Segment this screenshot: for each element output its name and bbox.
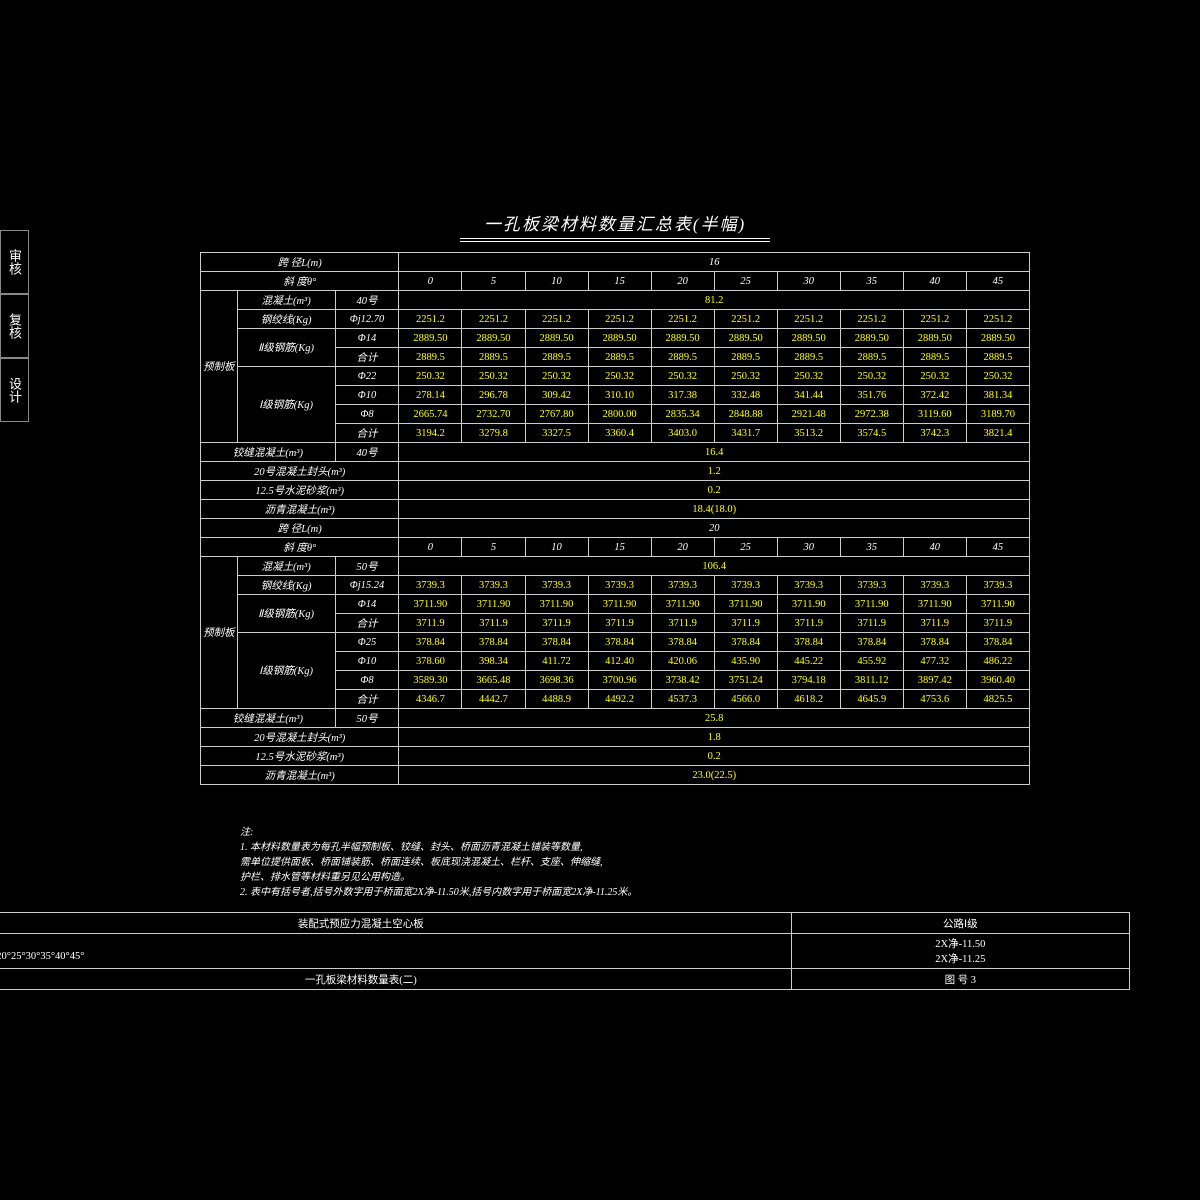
side-tabs: 审核 复核 设计 [0, 230, 29, 422]
notes: 注: 1. 本材料数量表为每孔半幅预制板、铰缝、封头、桥面沥青混凝土铺装等数量,… [240, 825, 1030, 900]
tab-review: 审核 [0, 230, 29, 294]
title: 一孔板梁材料数量汇总表(半幅) [200, 210, 1030, 235]
tab-check: 复核 [0, 294, 29, 358]
title-block: 装配式预应力混凝土空心板公路Ⅰ级 L=16,20mθ=0°5°10°15°20°… [0, 912, 1130, 990]
tab-design: 设计 [0, 358, 29, 422]
materials-table: 跨 径L(m)16 斜 度θ° 051015202530354045 预制板 混… [200, 252, 1030, 785]
main-drawing: 一孔板梁材料数量汇总表(半幅) 跨 径L(m)16 斜 度θ° 05101520… [200, 210, 1030, 900]
